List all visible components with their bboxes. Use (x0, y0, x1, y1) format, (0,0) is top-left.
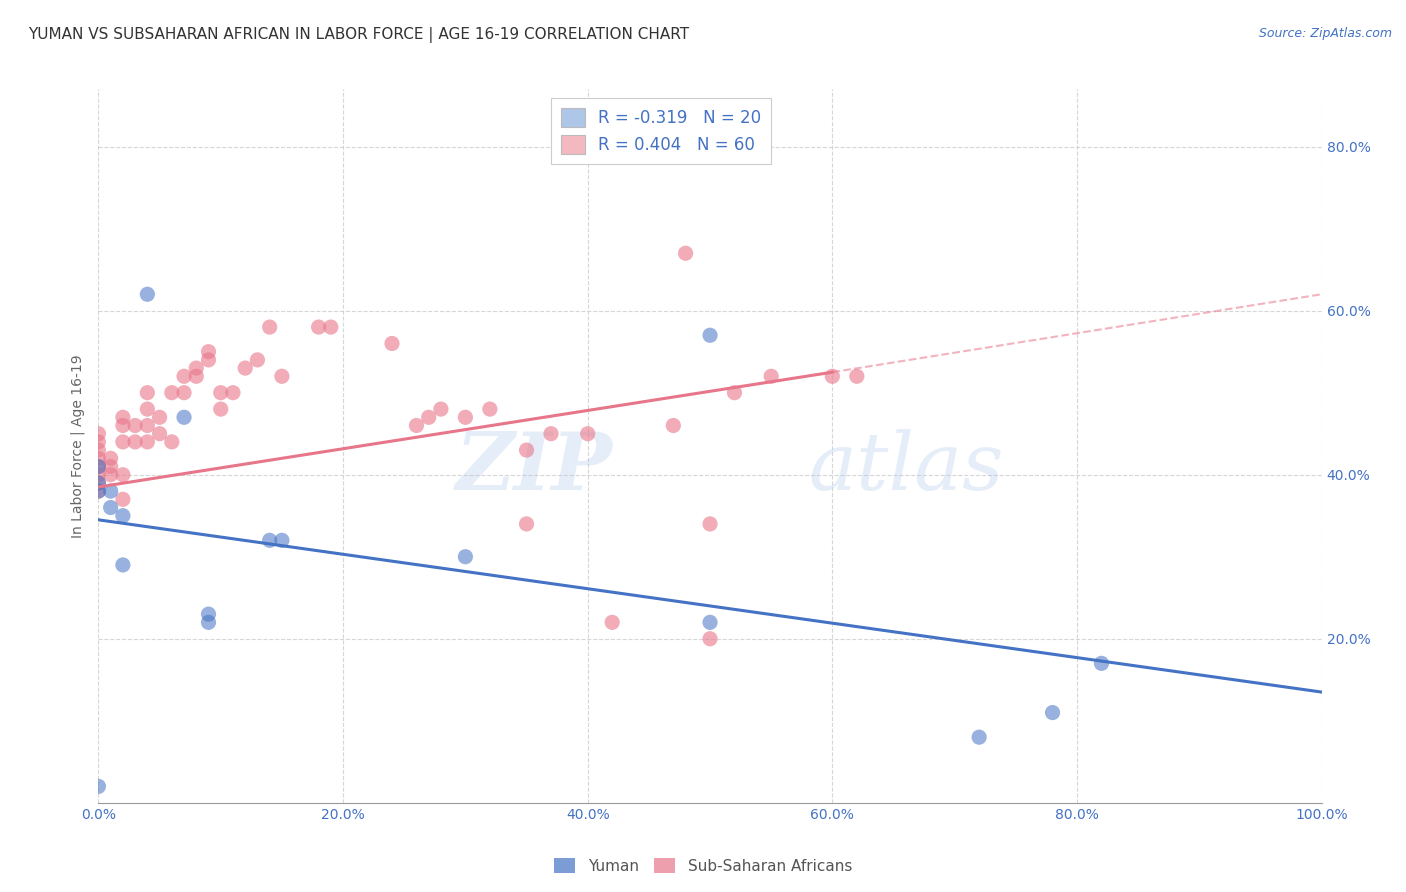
Point (87, 443, 110, 458)
Point (87, 780, 110, 794)
Point (405, 418, 427, 433)
Point (124, 418, 146, 433)
Point (430, 402, 453, 417)
Point (454, 410, 477, 425)
Point (418, 410, 440, 425)
Text: Source: ZipAtlas.com: Source: ZipAtlas.com (1258, 27, 1392, 40)
Point (186, 369, 208, 384)
Point (173, 410, 195, 425)
Legend: Yuman, Sub-Saharan Africans: Yuman, Sub-Saharan Africans (548, 852, 858, 880)
Point (87, 475, 110, 490)
Point (87, 434, 110, 449)
Point (173, 385, 195, 400)
Point (136, 402, 159, 417)
Point (136, 434, 159, 449)
Point (699, 615, 721, 630)
Point (209, 385, 232, 400)
Point (259, 320, 281, 334)
Point (197, 352, 219, 367)
Point (173, 369, 195, 384)
Point (222, 385, 245, 400)
Point (87, 484, 110, 499)
Point (233, 361, 256, 376)
Point (576, 426, 599, 441)
Text: YUMAN VS SUBSAHARAN AFRICAN IN LABOR FORCE | AGE 16-19 CORRELATION CHART: YUMAN VS SUBSAHARAN AFRICAN IN LABOR FOR… (28, 27, 689, 43)
Point (675, 246, 697, 260)
Point (111, 418, 134, 433)
Point (454, 549, 477, 564)
Point (111, 434, 134, 449)
Point (111, 467, 134, 482)
Point (270, 369, 294, 384)
Point (149, 426, 172, 441)
Point (87, 459, 110, 474)
Text: atlas: atlas (808, 429, 1004, 506)
Point (197, 607, 219, 622)
Text: ZIP: ZIP (456, 429, 612, 506)
Point (160, 434, 183, 449)
Point (246, 352, 269, 367)
Point (100, 484, 122, 499)
Point (160, 385, 183, 400)
Legend: R = -0.319   N = 20, R = 0.404   N = 60: R = -0.319 N = 20, R = 0.404 N = 60 (551, 97, 770, 164)
Point (1042, 706, 1064, 720)
Point (100, 500, 122, 515)
Point (259, 533, 281, 548)
Point (270, 533, 294, 548)
Point (845, 369, 868, 384)
Point (515, 516, 537, 531)
Point (723, 385, 745, 400)
Point (87, 467, 110, 482)
Point (149, 410, 172, 425)
Point (100, 459, 122, 474)
Point (319, 320, 342, 334)
Y-axis label: In Labor Force | Age 16-19: In Labor Force | Age 16-19 (70, 354, 86, 538)
Point (197, 615, 219, 630)
Point (662, 418, 685, 433)
Point (699, 328, 721, 343)
Point (381, 336, 404, 351)
Point (197, 344, 219, 359)
Point (100, 467, 122, 482)
Point (515, 443, 537, 458)
Point (1090, 657, 1112, 671)
Point (136, 385, 159, 400)
Point (308, 320, 330, 334)
Point (100, 451, 122, 466)
Point (699, 516, 721, 531)
Point (761, 369, 783, 384)
Point (209, 402, 232, 417)
Point (87, 426, 110, 441)
Point (136, 418, 159, 433)
Point (87, 484, 110, 499)
Point (87, 459, 110, 474)
Point (111, 492, 134, 507)
Point (87, 475, 110, 490)
Point (478, 402, 501, 417)
Point (111, 410, 134, 425)
Point (699, 632, 721, 646)
Point (111, 508, 134, 523)
Point (87, 451, 110, 466)
Point (186, 361, 208, 376)
Point (821, 369, 844, 384)
Point (111, 558, 134, 572)
Point (600, 615, 623, 630)
Point (967, 730, 990, 744)
Point (136, 287, 159, 301)
Point (124, 434, 146, 449)
Point (540, 426, 562, 441)
